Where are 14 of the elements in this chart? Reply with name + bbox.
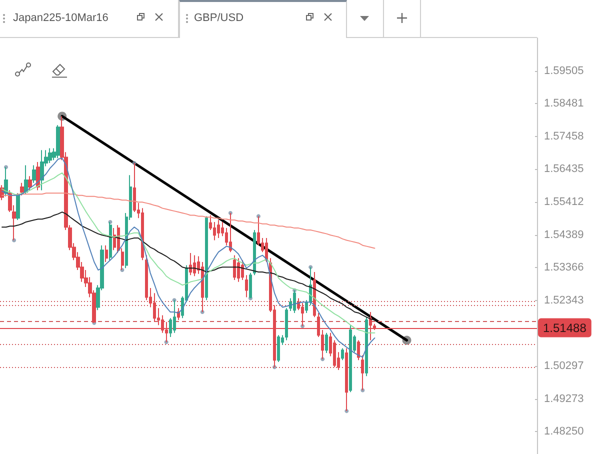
text: Japan225-10Mar16 xyxy=(13,11,108,25)
y-tick-label: 1.54389 xyxy=(544,228,584,241)
y-tick-label: 1.56435 xyxy=(544,163,584,176)
chart-title: GBP/USD xyxy=(194,11,244,25)
y-tick-label: 1.49273 xyxy=(544,392,584,405)
y-tick-label: 1.57458 xyxy=(544,130,584,142)
y-tick-label: 1.55412 xyxy=(544,196,584,208)
y-tick-label: 1.58481 xyxy=(544,98,584,110)
ref-line-label: 1.51488 xyxy=(543,320,587,335)
y-tick-label: 1.50297 xyxy=(544,360,584,372)
y-tick-label: 1.59505 xyxy=(544,64,584,77)
y-tick-label: 1.48250 xyxy=(544,426,584,438)
y-tick-label: 1.53366 xyxy=(544,262,584,274)
y-tick-label: 1.52343 xyxy=(544,294,584,306)
